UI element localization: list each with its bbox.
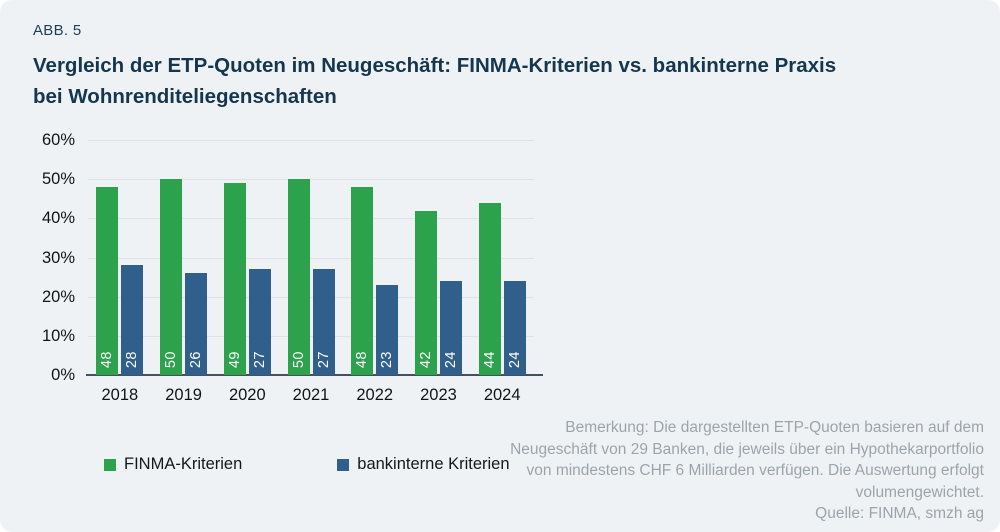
bar-group: 48 28 (88, 140, 152, 375)
x-axis-labels: 2018 2019 2020 2021 2022 2023 2024 (88, 386, 534, 405)
bar-bankinterne-2023: 24 (439, 281, 462, 375)
x-axis-line (86, 374, 543, 376)
legend-label: FINMA-Kriterien (124, 455, 243, 473)
y-tick-label: 60% (41, 131, 75, 149)
bar-finma-2022: 48 (351, 187, 374, 375)
y-tick-label: 40% (41, 209, 75, 228)
legend-label: bankinterne Kriterien (357, 455, 510, 473)
gridline (88, 335, 534, 337)
y-tick-label: 20% (41, 287, 75, 306)
chart-title-line2: bei Wohnrenditeliegenschaften (33, 85, 337, 108)
bar-value-label: 50 (163, 350, 180, 368)
note-source: Quelle: FINMA, smzh ag (815, 505, 984, 522)
bar-value-label: 27 (315, 350, 332, 368)
bar-value-label: 49 (226, 350, 243, 368)
bar-finma-2019: 50 (160, 179, 183, 375)
chart-title: Vergleich der ETP-Quoten im Neugeschäft:… (33, 50, 963, 112)
x-tick-label: 2018 (101, 386, 139, 404)
y-tick-label: 10% (41, 326, 75, 345)
note-block: Bemerkung: Die dargestellten ETP-Quoten … (494, 417, 984, 525)
bar-bankinterne-2021: 27 (312, 269, 335, 375)
bar-bankinterne-2022: 23 (376, 284, 399, 375)
bar-finma-2018: 48 (96, 187, 119, 375)
bar-value-label: 23 (379, 350, 396, 368)
bar-bankinterne-2020: 27 (248, 269, 271, 375)
bar-group: 42 24 (407, 140, 471, 375)
x-tick-label: 2020 (228, 386, 266, 404)
bar-finma-2021: 50 (287, 179, 310, 375)
bar-group: 49 27 (215, 140, 279, 375)
gridline (88, 179, 534, 181)
bar-group: 50 27 (279, 140, 343, 375)
legend: FINMA-Kriterien bankinterne Kriterien (104, 455, 510, 474)
x-tick-label: 2021 (292, 386, 330, 404)
bar-value-label: 48 (99, 350, 116, 368)
x-tick-label: 2019 (165, 386, 202, 404)
bar-value-label: 24 (506, 350, 523, 368)
bar-finma-2020: 49 (223, 183, 246, 375)
bar-groups: 48 28 50 26 49 27 50 27 48 23 42 24 44 24 (88, 140, 534, 375)
bar-value-label: 48 (354, 350, 371, 368)
chart-title-line1: Vergleich der ETP-Quoten im Neugeschäft:… (33, 54, 837, 77)
gridline (88, 257, 534, 259)
x-tick-label: 2022 (356, 386, 394, 404)
legend-swatch-icon (104, 458, 116, 471)
x-tick-label: 2023 (420, 386, 457, 404)
bar-bankinterne-2019: 26 (185, 273, 208, 375)
bar-group: 48 23 (343, 140, 407, 375)
legend-item: FINMA-Kriterien (104, 455, 242, 474)
note-remark: Bemerkung: Die dargestellten ETP-Quoten … (510, 419, 984, 501)
gridline (88, 296, 534, 298)
x-tick-label: 2024 (483, 386, 521, 404)
bar-bankinterne-2024: 24 (503, 281, 526, 375)
figure-label: ABB. 5 (33, 22, 82, 39)
bar-value-label: 44 (481, 350, 498, 368)
bar-finma-2023: 42 (414, 210, 437, 375)
bar-value-label: 26 (188, 350, 205, 368)
y-tick-label: 0% (51, 366, 75, 384)
gridline (88, 218, 534, 220)
bar-group: 50 26 (152, 140, 216, 375)
bar-value-label: 27 (251, 350, 268, 368)
y-tick-label: 50% (41, 170, 75, 189)
bar-value-label: 50 (290, 350, 307, 368)
legend-swatch-icon (337, 458, 350, 471)
bar-value-label: 42 (417, 350, 434, 368)
bar-value-label: 28 (124, 350, 141, 368)
gridline (88, 140, 534, 141)
legend-item: bankinterne Kriterien (337, 455, 510, 474)
y-tick-label: 30% (41, 248, 75, 267)
bar-bankinterne-2018: 28 (121, 265, 144, 375)
bar-group: 44 24 (470, 140, 534, 375)
bar-value-label: 24 (442, 350, 459, 368)
bar-finma-2024: 44 (478, 202, 501, 375)
